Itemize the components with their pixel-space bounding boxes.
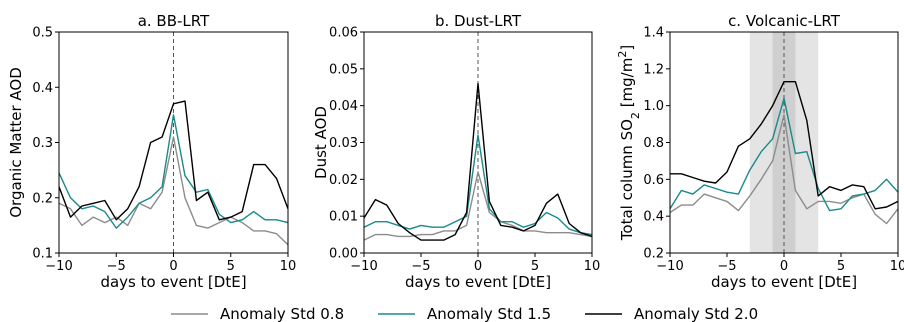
legend-label-std-1-5: Anomaly Std 1.5 [427, 305, 551, 322]
y-axis-label-subscript: 2 [629, 112, 642, 119]
y-tick-label: 0.03 [329, 136, 358, 151]
y-axis-label: Organic Matter AOD [7, 67, 25, 218]
y-tick-label: 0.06 [329, 26, 358, 41]
series-line-anomaly-std-2-0 [670, 80, 899, 210]
x-tick-label: 0 [780, 259, 788, 274]
x-tick-label: −5 [717, 259, 736, 274]
y-tick-label: 0.2 [32, 191, 53, 206]
y-axis-label: Dust AOD [312, 106, 330, 179]
x-tick-label: −10 [350, 259, 377, 274]
y-axis-label-end: ] [618, 45, 636, 51]
y-tick-label: 1.0 [643, 99, 664, 114]
y-axis-label-superscript: 2 [616, 51, 629, 58]
x-tick-label: 5 [837, 259, 845, 274]
x-tick-label: 5 [227, 259, 235, 274]
y-tick-label: 0.1 [32, 247, 53, 262]
y-tick-label: 0.4 [32, 81, 53, 96]
x-axis-label: days to event [DtE] [405, 273, 551, 291]
x-tick-label: 10 [584, 259, 601, 274]
y-axis-label-main: Total column SO [618, 119, 636, 241]
series-line-anomaly-std-1-5 [669, 97, 899, 212]
y-tick-label: 0.6 [643, 173, 664, 188]
y-tick-label: 0.01 [329, 210, 358, 225]
y-tick-label: 0.04 [329, 99, 358, 114]
x-axis-label: days to event [DtE] [711, 273, 857, 291]
y-tick-label: 0.4 [643, 210, 664, 225]
legend-label-std-2-0: Anomaly Std 2.0 [634, 305, 758, 322]
x-tick-label: −10 [656, 259, 683, 274]
panel-volcanic-lrt: −10 −5 0 5 10 0.2 0.4 0.6 0.8 1.0 1.2 1.4 c. Volcan… [616, 12, 904, 291]
series-line-anomaly-std-1-5 [58, 114, 289, 229]
x-tick-label: −10 [45, 259, 72, 274]
y-tick-label: 1.2 [643, 62, 664, 77]
shaded-window-inner [772, 32, 796, 253]
y-tick-label: 1.4 [643, 26, 664, 41]
y-tick-label: 0.8 [643, 136, 664, 151]
x-tick-label: 5 [531, 259, 539, 274]
plot-frame [363, 31, 593, 254]
y-axis-label: Total column SO2 [mg/m2] [616, 45, 642, 241]
y-tick-label: 0.2 [643, 247, 664, 262]
panel-title: a. BB-LRT [138, 12, 210, 30]
panel-bb-lrt: −10 −5 0 5 10 0.1 0.2 0.3 0.4 0.5 a. BB-LRT days … [7, 12, 296, 291]
plot-frame [58, 31, 289, 254]
series-line-anomaly-std-2-0 [58, 100, 289, 221]
x-tick-label: −5 [107, 259, 126, 274]
panel-title: b. Dust-LRT [435, 12, 522, 30]
x-tick-label: 10 [280, 259, 297, 274]
x-tick-label: 0 [169, 259, 177, 274]
y-tick-label: 0.00 [329, 247, 358, 262]
series-line-anomaly-std-2-0 [363, 82, 593, 241]
y-tick-label: 0.02 [329, 173, 358, 188]
x-tick-label: 0 [474, 259, 482, 274]
legend: Anomaly Std 0.8 Anomaly Std 1.5 Anomaly … [171, 305, 758, 322]
panel-dust-lrt: −10 −5 0 5 10 0.00 0.01 0.02 0.03 0.04 0.05 0.06 b.… [312, 12, 600, 291]
y-tick-label: 0.05 [329, 62, 358, 77]
y-axis-label-unit: [mg/m [618, 58, 636, 112]
y-tick-label: 0.3 [32, 136, 53, 151]
series-line-anomaly-std-0-8 [363, 171, 593, 241]
x-tick-label: 10 [890, 259, 904, 274]
x-axis-label: days to event [DtE] [100, 273, 246, 291]
x-tick-label: −5 [411, 259, 430, 274]
panel-title: c. Volcanic-LRT [728, 12, 841, 30]
series-line-anomaly-std-1-5 [363, 134, 593, 236]
legend-label-std-0-8: Anomaly Std 0.8 [220, 305, 344, 322]
series-line-anomaly-std-0-8 [58, 136, 289, 246]
y-tick-label: 0.5 [32, 26, 53, 41]
